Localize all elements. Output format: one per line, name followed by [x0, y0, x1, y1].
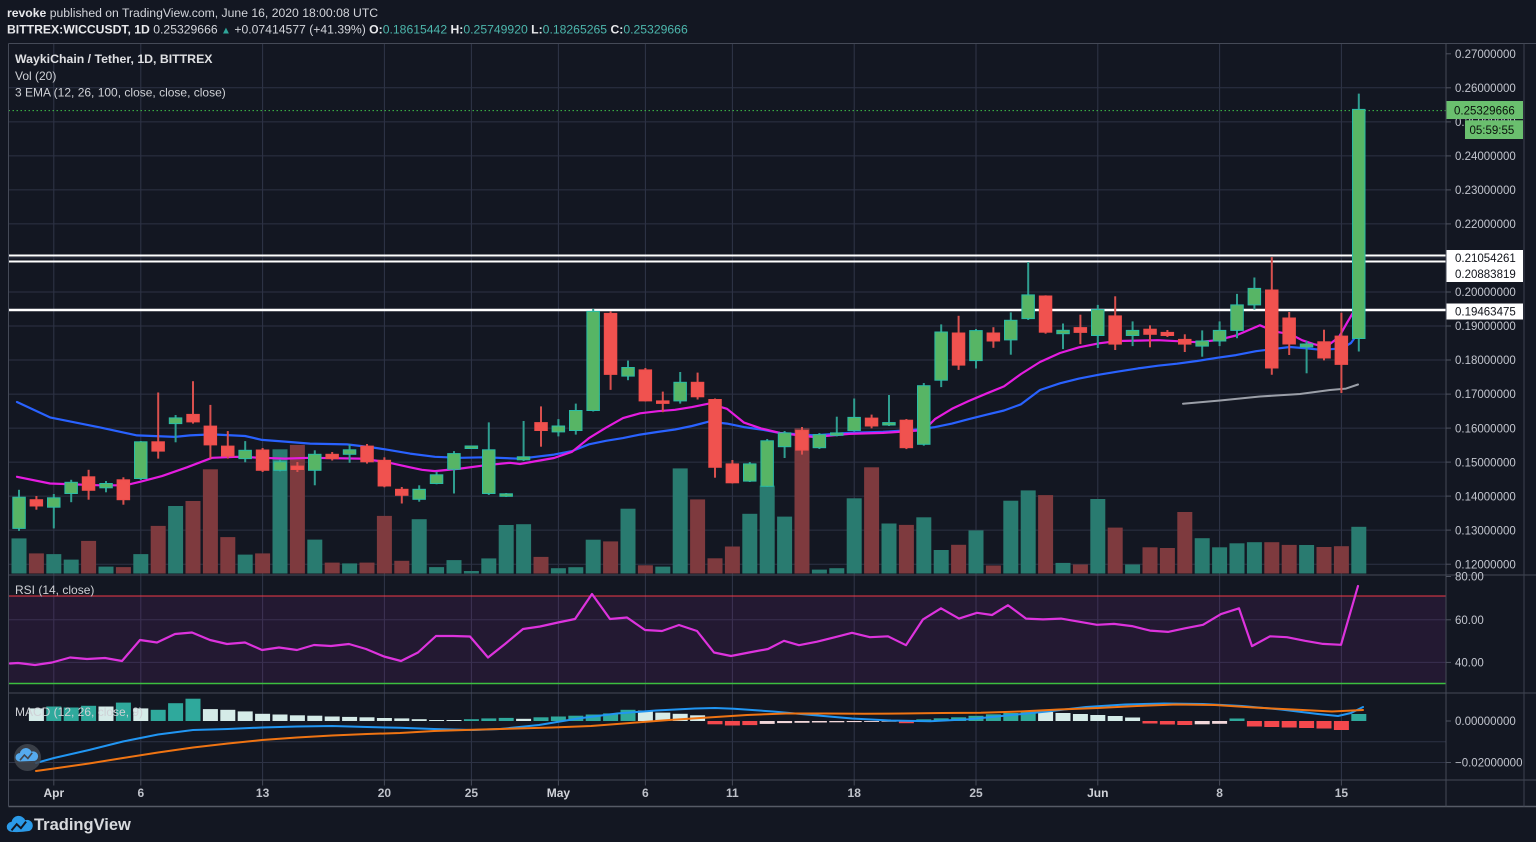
svg-text:60.00: 60.00: [1455, 615, 1484, 627]
svg-text:Jun: Jun: [1087, 786, 1108, 800]
svg-text:0.22000000: 0.22000000: [1455, 219, 1516, 231]
svg-text:80.00: 80.00: [1455, 572, 1484, 584]
svg-text:0.27000000: 0.27000000: [1455, 49, 1516, 61]
svg-text:0.19000000: 0.19000000: [1455, 321, 1516, 333]
svg-text:13: 13: [256, 786, 270, 800]
svg-text:0.23000000: 0.23000000: [1455, 185, 1516, 197]
svg-text:0.18000000: 0.18000000: [1455, 355, 1516, 367]
svg-text:8: 8: [1216, 786, 1223, 800]
svg-text:40.00: 40.00: [1455, 658, 1484, 670]
svg-text:TradingView: TradingView: [34, 816, 131, 834]
svg-text:0.26000000: 0.26000000: [1455, 83, 1516, 95]
svg-text:25: 25: [465, 786, 479, 800]
svg-text:0.20883819: 0.20883819: [1455, 269, 1516, 281]
svg-text:15: 15: [1335, 786, 1349, 800]
svg-text:25: 25: [969, 786, 983, 800]
svg-text:0.24000000: 0.24000000: [1455, 151, 1516, 163]
svg-text:0.20000000: 0.20000000: [1455, 287, 1516, 299]
svg-text:0.17000000: 0.17000000: [1455, 389, 1516, 401]
svg-text:0.14000000: 0.14000000: [1455, 491, 1516, 503]
svg-text:0.16000000: 0.16000000: [1455, 423, 1516, 435]
svg-text:11: 11: [726, 786, 739, 800]
svg-text:0.15000000: 0.15000000: [1455, 457, 1516, 469]
svg-text:0.25329666: 0.25329666: [1454, 106, 1515, 118]
svg-text:3 EMA (12, 26, 100, close, clo: 3 EMA (12, 26, 100, close, close, close): [15, 86, 226, 100]
svg-text:revoke published on TradingVie: revoke published on TradingView.com, Jun…: [7, 6, 378, 20]
svg-text:18: 18: [848, 786, 862, 800]
svg-text:0.21054261: 0.21054261: [1455, 253, 1516, 265]
svg-text:Apr: Apr: [43, 786, 64, 800]
svg-text:0.00000000: 0.00000000: [1455, 716, 1516, 728]
svg-text:MACD (12, 26, close, 9): MACD (12, 26, close, 9): [15, 705, 143, 719]
svg-text:WaykiChain / Tether, 1D, BITTR: WaykiChain / Tether, 1D, BITTREX: [15, 52, 213, 66]
svg-text:0.13000000: 0.13000000: [1455, 525, 1516, 537]
svg-text:RSI (14, close): RSI (14, close): [15, 583, 94, 597]
svg-text:6: 6: [137, 786, 144, 800]
svg-text:20: 20: [378, 786, 392, 800]
svg-text:Vol (20): Vol (20): [15, 69, 56, 83]
svg-text:0.19463475: 0.19463475: [1455, 307, 1516, 319]
svg-text:6: 6: [642, 786, 649, 800]
svg-text:0.12000000: 0.12000000: [1455, 559, 1516, 571]
svg-text:BITTREX:WICCUSDT, 1D 0.2532966: BITTREX:WICCUSDT, 1D 0.25329666 ▲ +0.074…: [7, 23, 688, 37]
svg-text:05:59:55: 05:59:55: [1470, 125, 1515, 137]
svg-text:May: May: [547, 786, 571, 800]
svg-text:−0.02000000: −0.02000000: [1455, 758, 1522, 770]
